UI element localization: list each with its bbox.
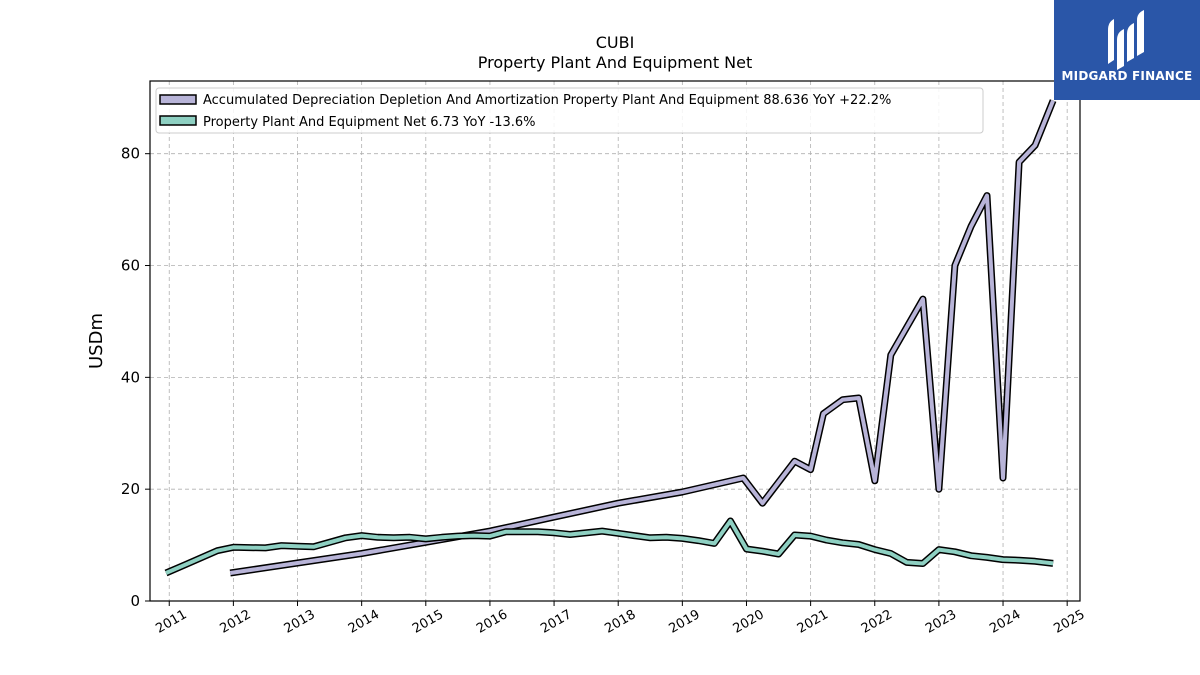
x-tick-label: 2023	[923, 607, 959, 637]
x-tick-label: 2025	[1051, 607, 1087, 637]
x-tick-label: 2022	[859, 607, 895, 637]
legend: Accumulated Depreciation Depletion And A…	[155, 87, 984, 134]
legend-swatch-ppe-net	[159, 115, 197, 126]
brand-name: MIDGARD FINANCE	[1061, 69, 1193, 83]
x-tick-label: 2021	[795, 607, 831, 637]
legend-box	[155, 87, 984, 134]
x-tick-label: 2015	[410, 607, 446, 637]
x-tick-label: 2013	[282, 607, 318, 637]
legend-label-ppe-net: Property Plant And Equipment Net 6.73 Yo…	[203, 115, 536, 130]
x-tick-label: 2019	[667, 607, 703, 637]
series-lines	[164, 99, 1057, 577]
brand-logo: MIDGARD FINANCE	[1054, 0, 1200, 100]
x-tick-label: 2024	[987, 607, 1023, 637]
x-tick-label: 2016	[474, 607, 510, 637]
grid	[150, 81, 1080, 601]
x-tick-label: 2020	[731, 607, 767, 637]
x-tick-label: 2014	[346, 607, 382, 637]
x-tick-label: 2018	[602, 607, 638, 637]
chart-subtitle: Property Plant And Equipment Net	[478, 53, 753, 72]
chart-title: CUBI	[596, 33, 635, 52]
midgard-logo-icon	[1108, 10, 1144, 70]
y-axis-label: USDm	[86, 313, 107, 369]
y-tick-label: 60	[121, 257, 140, 275]
y-tick-label: 0	[130, 592, 140, 610]
x-tick-label: 2017	[538, 607, 574, 637]
y-tick-label: 80	[121, 145, 140, 163]
legend-label-accumulated-depreciation: Accumulated Depreciation Depletion And A…	[203, 93, 891, 108]
plot-frame	[149, 80, 1081, 602]
y-tick-label: 20	[121, 480, 140, 498]
x-tick-label: 2011	[153, 607, 189, 637]
y-tick-label: 40	[121, 368, 140, 386]
series-outline-accumulated-depreciation	[229, 99, 1057, 577]
series-line-ppe-net	[165, 519, 1054, 575]
series-line-accumulated-depreciation	[229, 99, 1055, 575]
x-tick-label: 2012	[218, 607, 254, 637]
legend-swatch-accumulated-depreciation	[159, 94, 197, 105]
